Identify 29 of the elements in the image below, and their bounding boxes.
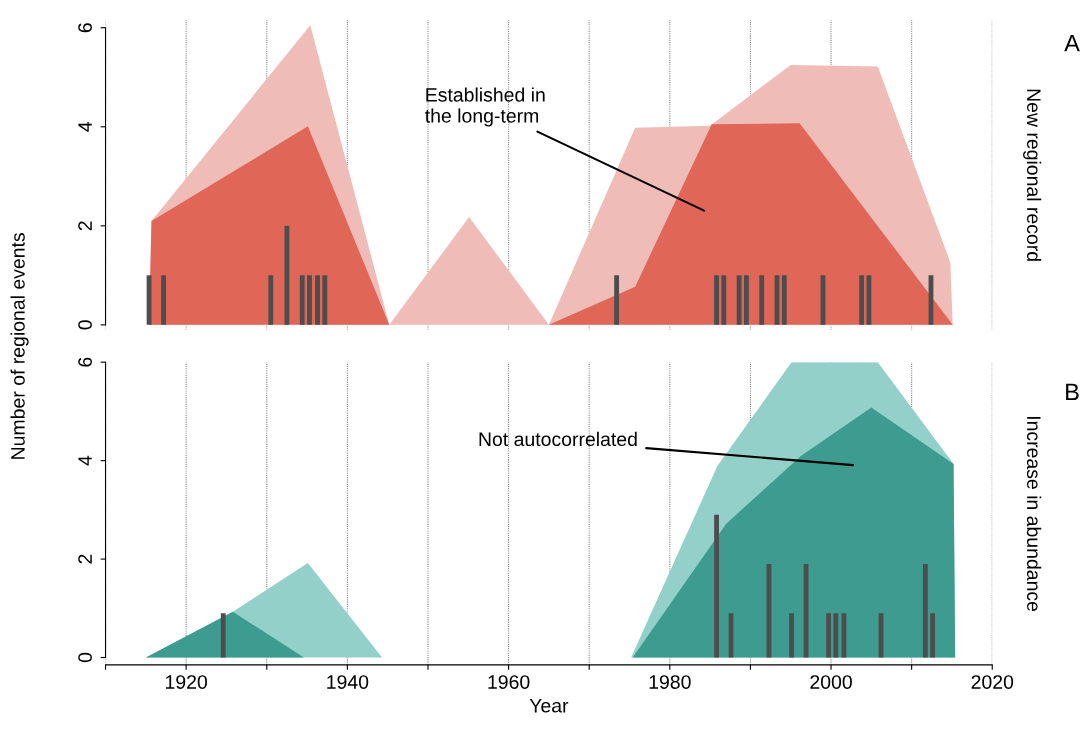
bar <box>789 613 794 658</box>
y-axis-title: Number of regional events <box>10 233 29 459</box>
x-tick-label: 1940 <box>327 675 369 689</box>
bar <box>714 514 719 658</box>
bar <box>922 564 928 658</box>
text: B <box>1066 383 1079 401</box>
y-tick-label: 4 <box>78 121 92 132</box>
y-tick-label: 6 <box>78 357 92 367</box>
bar <box>833 613 839 658</box>
annotation: Established in the long-term <box>425 87 545 127</box>
x-tick-label: 2000 <box>810 675 852 689</box>
text: A <box>1064 34 1080 52</box>
y-tick-label: 6 <box>78 23 92 33</box>
y-tick-label: 2 <box>78 554 92 564</box>
y2-axis-title: Increase in abundance <box>1026 416 1042 612</box>
x-axis-title: Year <box>529 699 569 713</box>
y-tick-label: 4 <box>78 455 92 466</box>
annotation: Not autocorrelated <box>479 431 637 447</box>
bar <box>220 613 226 658</box>
y-tick-label: 2 <box>78 221 92 231</box>
bar <box>826 613 832 658</box>
y-tick-label: 0 <box>78 320 92 330</box>
x-tick-label: 2020 <box>971 675 1014 689</box>
x-tick-label: 1960 <box>488 675 530 689</box>
bar <box>930 613 936 658</box>
y-tick-label: 0 <box>78 652 92 663</box>
x-tick-label: 1980 <box>649 675 691 689</box>
x-tick-label: 1920 <box>166 675 208 689</box>
y2-axis-title: New regional record <box>1023 89 1042 261</box>
